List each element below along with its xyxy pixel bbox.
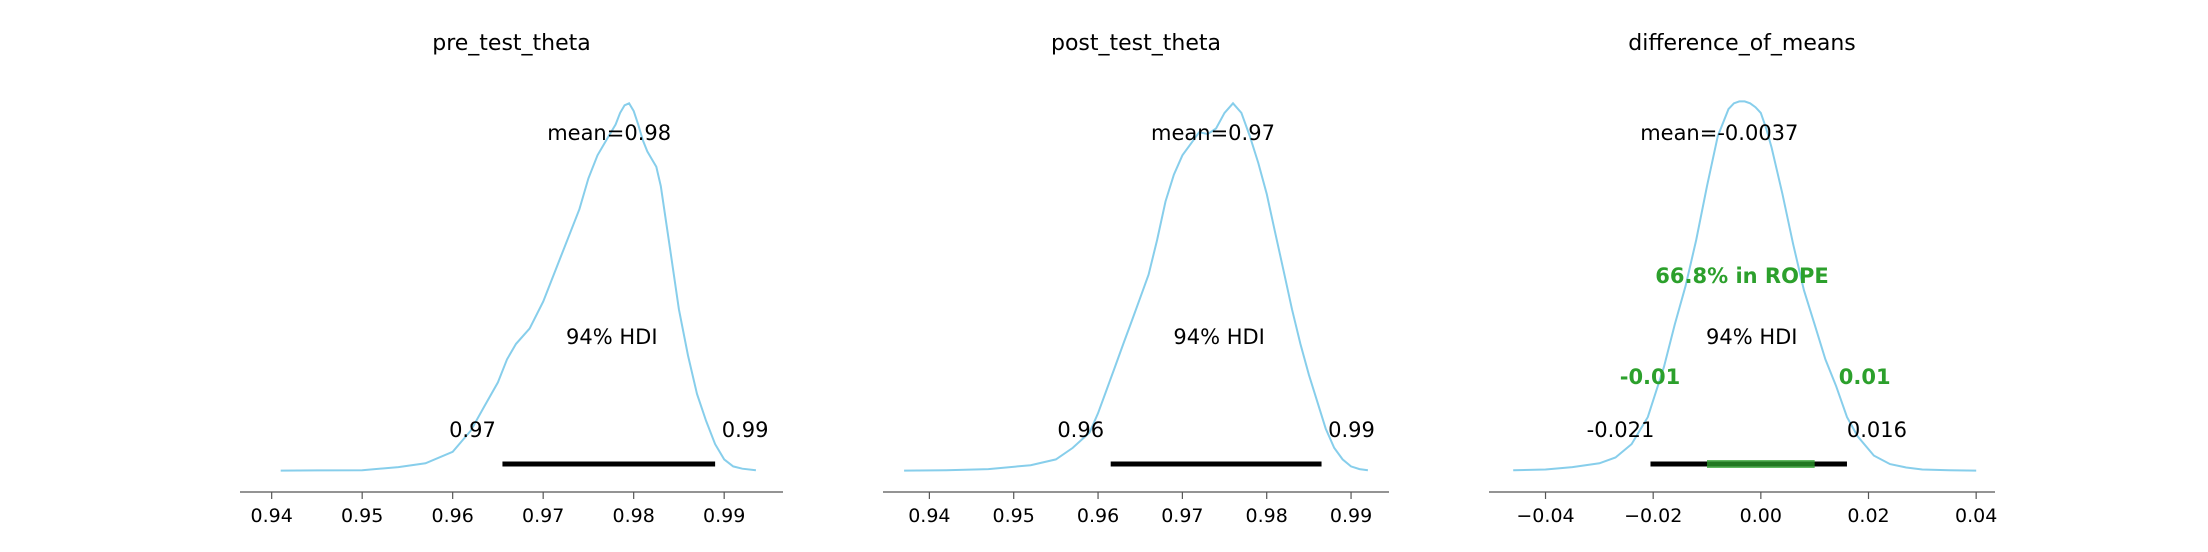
hdi-low-label: 0.96	[1057, 418, 1104, 442]
x-tick-label: 0.95	[341, 505, 383, 527]
mean-label: mean=0.98	[547, 121, 671, 145]
x-tick-label: 0.94	[908, 505, 950, 527]
x-tick-label: 0.97	[522, 505, 564, 527]
hdi-low-label: -0.021	[1587, 418, 1655, 442]
density-curve	[904, 101, 1369, 472]
hdi-high-label: 0.016	[1847, 418, 1907, 442]
x-tick-label: 0.98	[613, 505, 655, 527]
hdi-low-label: 0.97	[449, 418, 496, 442]
hdi-label: 94% HDI	[1173, 325, 1265, 349]
rope-low-label: -0.01	[1620, 365, 1681, 389]
x-tick-label: 0.98	[1246, 505, 1288, 527]
rope-high-label: 0.01	[1839, 365, 1891, 389]
x-tick-label: −0.04	[1516, 505, 1574, 527]
x-tick-label: −0.02	[1624, 505, 1682, 527]
panel-title: pre_test_theta	[432, 31, 591, 56]
panel-title: post_test_theta	[1051, 31, 1221, 56]
hdi-high-label: 0.99	[1328, 418, 1375, 442]
panel-title: difference_of_means	[1628, 31, 1856, 56]
panel-pre-test-theta: pre_test_theta mean=0.98 94% HDI 0.97 0.99 0.…	[240, 31, 783, 527]
mean-label: mean=-0.0037	[1640, 121, 1798, 145]
x-tick-label: 0.99	[703, 505, 745, 527]
mean-label: mean=0.97	[1151, 121, 1275, 145]
hdi-high-label: 0.99	[722, 418, 769, 442]
x-tick-label: 0.95	[993, 505, 1035, 527]
rope-bar	[1707, 460, 1815, 468]
x-tick-label: 0.04	[1955, 505, 1997, 527]
hdi-label: 94% HDI	[1706, 325, 1798, 349]
density-curve	[280, 102, 757, 472]
panel-difference-of-means: difference_of_means 66.8% in ROPE -0.01 0.0…	[1489, 31, 1997, 527]
x-tick-label: 0.96	[432, 505, 474, 527]
x-tick-label: 0.02	[1847, 505, 1889, 527]
x-tick-label: 0.00	[1740, 505, 1782, 527]
x-tick-label: 0.94	[251, 505, 293, 527]
rope-label: 66.8% in ROPE	[1655, 264, 1828, 288]
x-tick-label: 0.96	[1077, 505, 1119, 527]
panel-post-test-theta: post_test_theta mean=0.97 94% HDI 0.96 0.99 0…	[883, 31, 1389, 527]
x-tick-label: 0.97	[1161, 505, 1203, 527]
density-curve	[1513, 100, 1977, 472]
x-tick-label: 0.99	[1330, 505, 1372, 527]
hdi-label: 94% HDI	[566, 325, 658, 349]
